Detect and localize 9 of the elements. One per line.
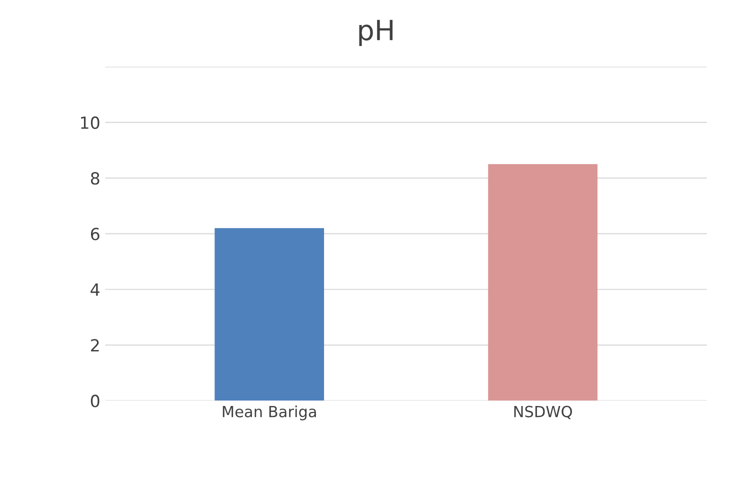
y-tick-label: 8 xyxy=(90,172,100,185)
y-tick-label: 0 xyxy=(90,394,100,408)
y-tick-label: 4 xyxy=(90,284,100,296)
chart-title: pH xyxy=(359,20,393,46)
x-tick-label: NSDWQ xyxy=(514,406,572,420)
y-tick-label: 10 xyxy=(81,116,100,129)
y-tick-label: 2 xyxy=(91,338,99,352)
y-tick-label: 6 xyxy=(90,228,100,240)
x-tick-label: Mean Bariga xyxy=(222,406,316,420)
